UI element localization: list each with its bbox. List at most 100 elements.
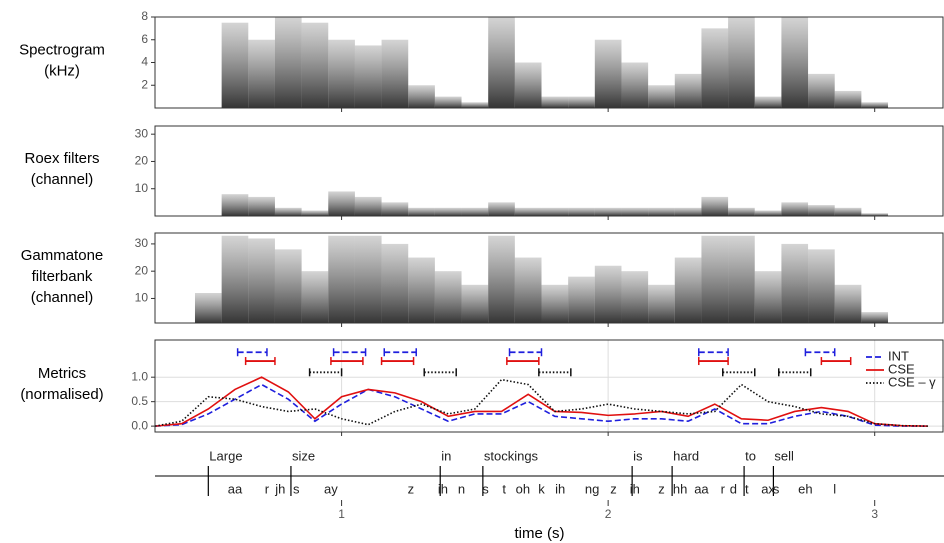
energy-band (568, 276, 595, 323)
energy-band (808, 249, 835, 323)
energy-band (328, 39, 355, 108)
phone-label: eh (798, 481, 812, 496)
phone-label: ih (438, 481, 448, 496)
energy-band (701, 235, 729, 323)
energy-band (861, 312, 889, 323)
y-tick-label: 2 (141, 77, 148, 91)
energy-band (728, 235, 755, 323)
energy-band (354, 45, 382, 108)
energy-band (594, 207, 622, 216)
phone-label: ih (630, 481, 640, 496)
energy-band (674, 73, 702, 108)
interval (777, 368, 812, 377)
phone-label: n (458, 481, 465, 496)
phone-label: d (730, 481, 737, 496)
energy-band (328, 235, 355, 323)
energy-band (408, 257, 435, 323)
phone-label: ay (324, 481, 338, 496)
phone-label: r (265, 481, 270, 496)
energy-band (648, 207, 675, 216)
energy-band (221, 235, 249, 323)
word-label: to (745, 448, 756, 463)
metric-line (154, 378, 929, 427)
energy-band (408, 207, 435, 216)
legend-label: CSE (888, 361, 915, 376)
energy-band (541, 207, 569, 216)
phone-label: oh (516, 481, 530, 496)
energy-band (194, 293, 222, 323)
interval (804, 348, 836, 357)
panel-frame (154, 339, 944, 433)
interval (698, 357, 729, 366)
energy-band (461, 207, 489, 216)
energy-band (648, 284, 675, 323)
phone-label: hh (673, 481, 687, 496)
energy-band (701, 28, 729, 108)
legend-label: INT (888, 348, 909, 363)
energy-band (301, 22, 329, 108)
energy-band (354, 235, 382, 323)
panel-frame (154, 125, 944, 217)
phone-label: s (482, 481, 489, 496)
y-tick-label: 1.0 (131, 369, 148, 383)
phone-label: aa (228, 481, 243, 496)
energy-band (541, 96, 569, 108)
energy-band (728, 17, 755, 108)
energy-band (808, 73, 835, 108)
energy-band (434, 207, 462, 216)
energy-band (621, 62, 649, 108)
panel-title: Roex filters (24, 150, 99, 167)
energy-band (754, 271, 782, 323)
energy-band (541, 284, 569, 323)
word-label: in (441, 448, 451, 463)
word-label: Large (209, 448, 242, 463)
metric-line (154, 376, 929, 427)
energy-band (381, 243, 409, 323)
y-tick-label: 20 (135, 263, 149, 277)
energy-band (568, 96, 595, 108)
phone-label: z (610, 481, 617, 496)
energy-band (461, 102, 489, 108)
energy-band (274, 249, 302, 323)
interval (506, 357, 540, 366)
energy-band (301, 210, 329, 216)
y-tick-label: 30 (135, 236, 149, 250)
energy-band (781, 17, 809, 108)
panel-title: Spectrogram (19, 41, 105, 58)
panel-title: (channel) (31, 289, 94, 306)
energy-band (488, 17, 515, 108)
energy-band (648, 85, 675, 108)
energy-band (461, 284, 489, 323)
phone-label: ax (761, 481, 775, 496)
energy-band (834, 284, 862, 323)
energy-band (408, 85, 435, 108)
energy-band (434, 96, 462, 108)
panel-title: (channel) (31, 171, 94, 188)
interval (332, 348, 367, 357)
energy-band (434, 271, 462, 323)
phone-label: k (538, 481, 545, 496)
y-tick-label: 6 (141, 32, 148, 46)
interval (330, 357, 364, 366)
word-label: hard (673, 448, 699, 463)
interval (308, 368, 343, 377)
y-tick-label: 30 (135, 126, 149, 140)
energy-band (514, 62, 542, 108)
energy-band (514, 257, 542, 323)
panel-frame (154, 16, 944, 109)
energy-band (488, 235, 515, 323)
phone-label: aa (694, 481, 709, 496)
panel-title: Metrics (38, 365, 86, 382)
energy-band (808, 205, 835, 216)
energy-band (781, 202, 809, 216)
energy-band (594, 265, 622, 323)
energy-band (701, 196, 729, 216)
interval (380, 357, 415, 366)
energy-band (621, 207, 649, 216)
legend-label: CSE – γ (888, 374, 936, 389)
interval (538, 368, 572, 377)
y-tick-label: 8 (141, 9, 148, 23)
interval (244, 357, 276, 366)
energy-band (274, 17, 302, 108)
